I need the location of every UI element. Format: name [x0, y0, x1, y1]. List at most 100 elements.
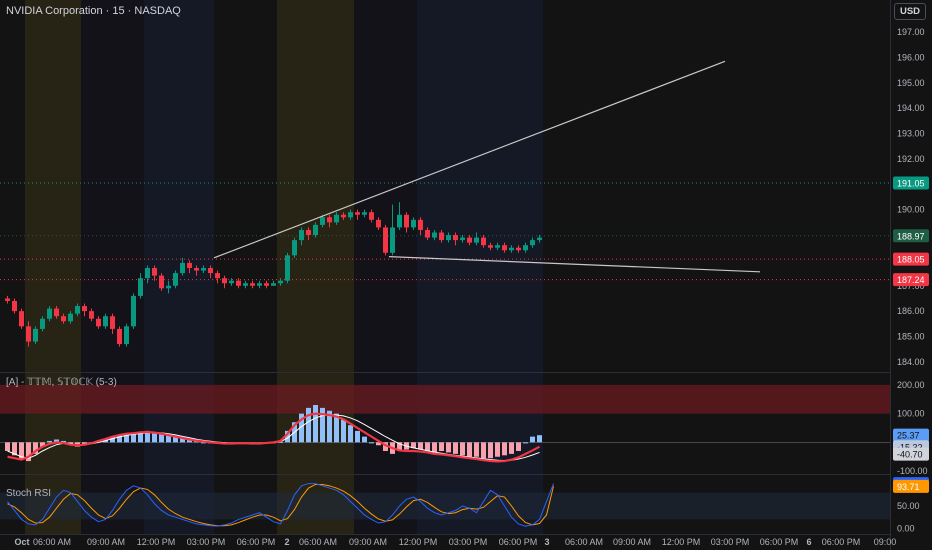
- candle: [166, 285, 171, 289]
- candle: [173, 273, 178, 286]
- time-tick-label: 06:00 AM: [565, 537, 603, 547]
- candle: [33, 328, 38, 342]
- histogram-bar: [530, 436, 535, 443]
- candle: [306, 229, 311, 236]
- histogram-bar: [33, 442, 38, 454]
- candle: [26, 326, 31, 342]
- candle: [327, 217, 332, 223]
- time-tick-label: 09:00: [874, 537, 897, 547]
- candle: [516, 247, 521, 251]
- time-tick-label: 12:00 PM: [662, 537, 701, 547]
- currency-button[interactable]: USD: [894, 3, 926, 20]
- histogram-bar: [460, 442, 465, 456]
- candle: [348, 212, 353, 218]
- candle: [285, 255, 290, 281]
- candle: [495, 245, 500, 248]
- candle: [271, 283, 276, 286]
- candle: [467, 237, 472, 243]
- stoch-tick-label: 50.00: [897, 501, 920, 511]
- candle: [47, 308, 52, 319]
- candle: [96, 318, 101, 327]
- oscillator-tick-label: 100.00: [897, 409, 925, 419]
- histogram-bar: [474, 442, 479, 457]
- histogram-bar: [411, 442, 416, 449]
- candle: [159, 275, 164, 289]
- price-tick-label: 185.00: [897, 331, 925, 341]
- candle: [5, 298, 10, 301]
- histogram-bar: [12, 442, 17, 456]
- histogram-bar: [40, 442, 45, 447]
- oscillator-value-label: -15.32: [897, 442, 923, 452]
- histogram-bar: [488, 442, 493, 459]
- candle: [264, 283, 269, 286]
- histogram-bar: [495, 442, 500, 457]
- time-tick-label: 06:00 PM: [499, 537, 538, 547]
- session-band: [354, 0, 417, 534]
- time-tick-label: 12:00 PM: [399, 537, 438, 547]
- session-band: [81, 0, 144, 534]
- histogram-bar: [299, 413, 304, 443]
- candle: [243, 283, 248, 286]
- time-tick-label: 03:00 PM: [449, 537, 488, 547]
- candle: [439, 232, 444, 241]
- time-tick-label: 09:00 AM: [349, 537, 387, 547]
- histogram-bar: [341, 419, 346, 443]
- oscillator-label: [A] - 𝕋𝕋𝕄, 𝕊𝕋𝕆ℂ𝕂 (5-3): [6, 377, 117, 388]
- price-label: 187.24: [897, 275, 925, 285]
- candle: [299, 229, 304, 241]
- session-band: [144, 0, 214, 534]
- candle: [341, 214, 346, 218]
- histogram-bar: [306, 407, 311, 443]
- histogram-bar: [159, 433, 164, 443]
- candle: [180, 262, 185, 274]
- price-tick-label: 192.00: [897, 154, 925, 164]
- histogram-bar: [509, 442, 514, 454]
- candle: [250, 283, 255, 286]
- candle: [131, 295, 136, 327]
- time-tick-label: 2: [284, 537, 289, 547]
- oscillator-tick-label: 200.00: [897, 380, 925, 390]
- histogram-bar: [516, 442, 521, 451]
- histogram-bar: [432, 442, 437, 453]
- candle: [75, 306, 80, 314]
- candle: [376, 219, 381, 228]
- candle: [488, 245, 493, 248]
- time-tick-label: Oct: [14, 537, 29, 547]
- price-tick-label: 190.00: [897, 205, 925, 215]
- candle: [425, 229, 430, 238]
- tsi-line: [7, 412, 541, 463]
- candle: [236, 280, 241, 286]
- oscillator-value-label: 25.37: [897, 431, 920, 441]
- histogram-bar: [523, 442, 528, 444]
- price-tick-label: 194.00: [897, 103, 925, 113]
- price-tick-label: 195.00: [897, 78, 925, 88]
- candle: [537, 237, 542, 241]
- histogram-bar: [285, 430, 290, 443]
- histogram-bar: [19, 442, 24, 460]
- price-label-box: [893, 273, 929, 287]
- candle: [292, 240, 297, 256]
- candle: [453, 235, 458, 241]
- candle: [418, 219, 423, 230]
- time-tick-label: 03:00 PM: [187, 537, 226, 547]
- stoch-label-box: [893, 479, 929, 493]
- candle: [334, 214, 339, 223]
- histogram-bar: [5, 442, 10, 451]
- candle: [362, 212, 367, 215]
- histogram-bar: [173, 436, 178, 443]
- histogram-bar: [355, 430, 360, 443]
- price-label: 188.05: [897, 255, 925, 265]
- histogram-bar: [334, 413, 339, 443]
- histogram-bar: [124, 433, 129, 443]
- histogram-bar: [68, 442, 73, 444]
- session-band: [417, 0, 543, 534]
- candle: [397, 214, 402, 228]
- candle: [124, 326, 129, 345]
- histogram-bar: [418, 442, 423, 450]
- candle: [481, 237, 486, 246]
- candle: [138, 278, 143, 296]
- histogram-bar: [348, 425, 353, 443]
- histogram-bar: [54, 439, 59, 443]
- candle: [208, 268, 213, 274]
